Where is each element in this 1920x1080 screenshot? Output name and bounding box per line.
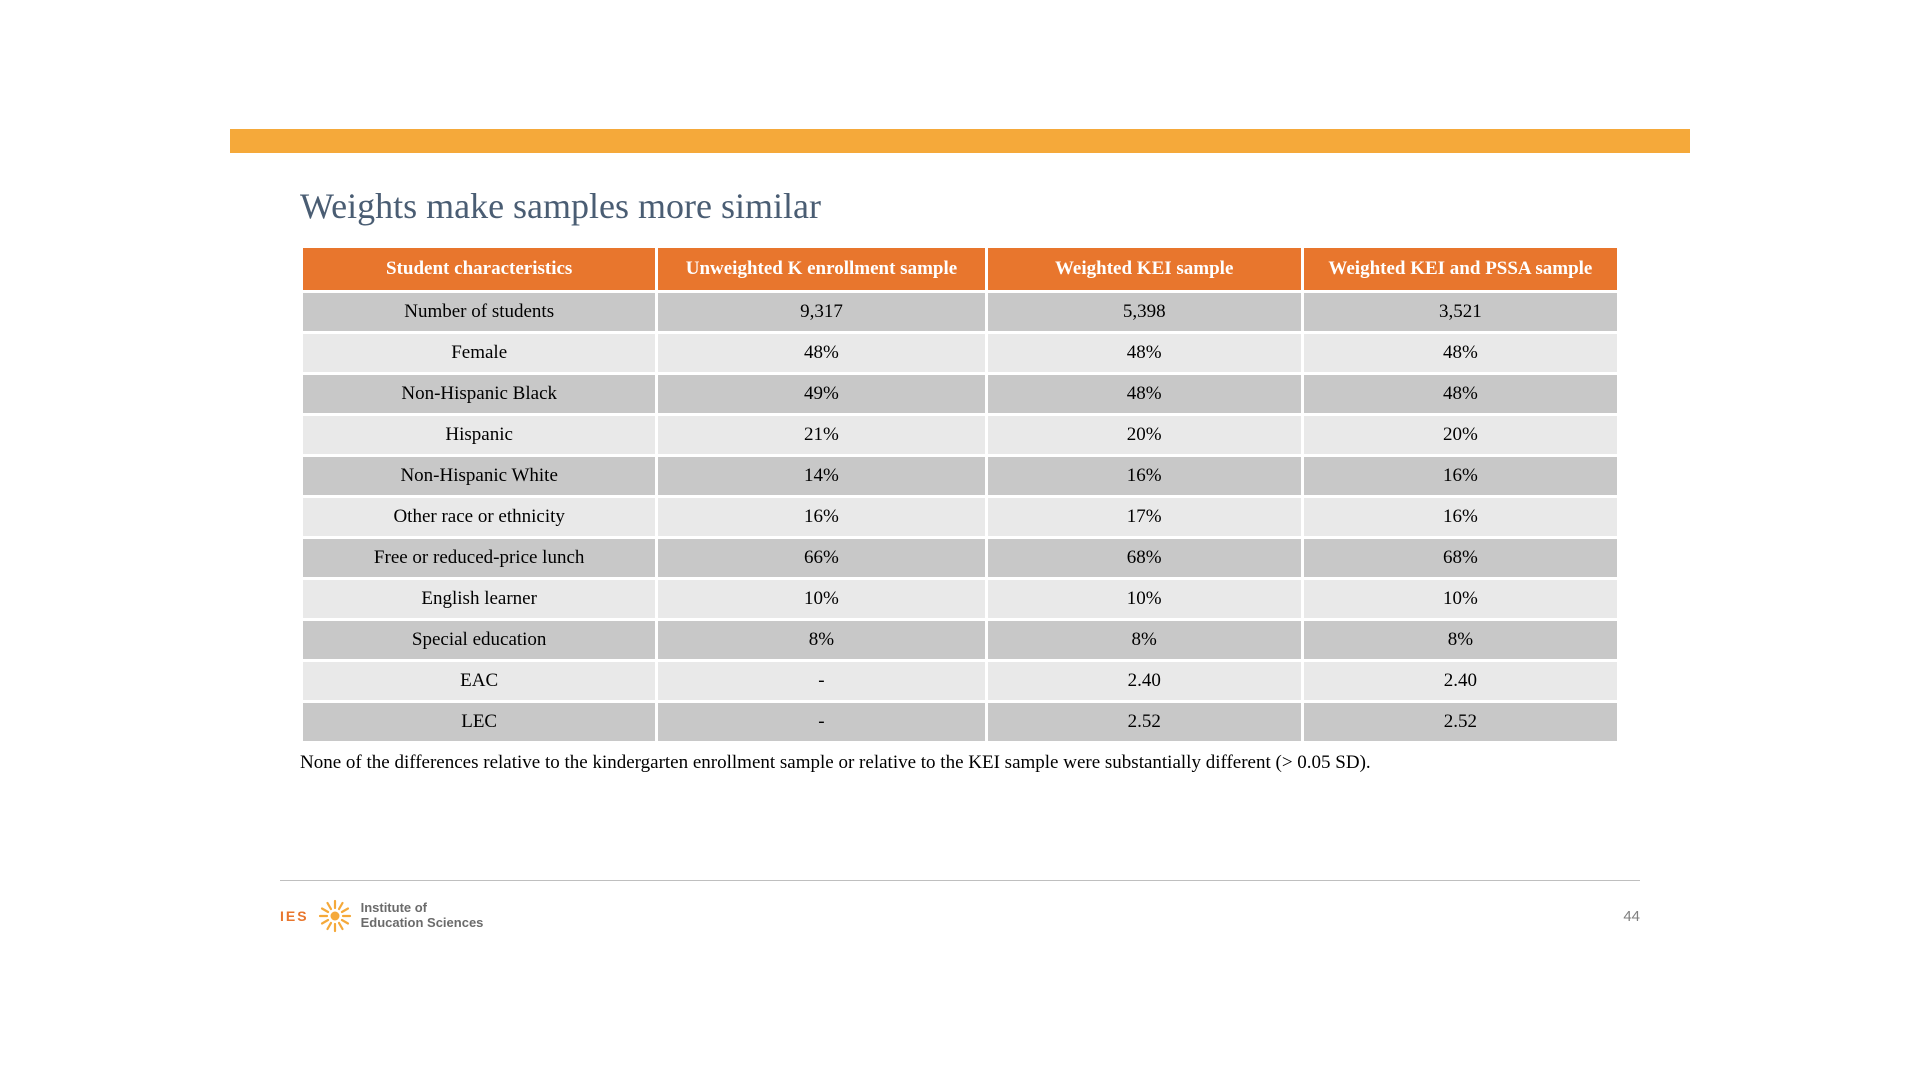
ies-acronym: IES <box>280 908 309 924</box>
table-cell: 66% <box>658 539 984 577</box>
table-cell: English learner <box>303 580 655 618</box>
table-cell: 16% <box>1304 498 1617 536</box>
table-row: Hispanic21%20%20% <box>303 416 1617 454</box>
table-cell: Female <box>303 334 655 372</box>
table-cell: 68% <box>988 539 1301 577</box>
table-cell: 8% <box>988 621 1301 659</box>
table-cell: 3,521 <box>1304 293 1617 331</box>
table-cell: Special education <box>303 621 655 659</box>
table-header-cell: Student characteristics <box>303 248 655 290</box>
table-cell: 5,398 <box>988 293 1301 331</box>
institute-label: Institute of Education Sciences <box>361 901 484 931</box>
top-accent-bar <box>230 129 1690 153</box>
table-cell: 8% <box>1304 621 1617 659</box>
table-row: Number of students9,3175,3983,521 <box>303 293 1617 331</box>
slide-title: Weights make samples more similar <box>230 153 1690 245</box>
footer-rule <box>280 880 1640 881</box>
ies-logo: IES Institute of Education Sciences <box>280 898 483 934</box>
table-cell: 9,317 <box>658 293 984 331</box>
table-cell: 48% <box>1304 375 1617 413</box>
table-cell: Free or reduced-price lunch <box>303 539 655 577</box>
table-cell: 8% <box>658 621 984 659</box>
table-cell: 48% <box>658 334 984 372</box>
page-number: 44 <box>1623 908 1640 925</box>
table-cell: 21% <box>658 416 984 454</box>
table-cell: Non-Hispanic White <box>303 457 655 495</box>
table-cell: 48% <box>1304 334 1617 372</box>
table-cell: 48% <box>988 334 1301 372</box>
table-row: Non-Hispanic White14%16%16% <box>303 457 1617 495</box>
table-cell: 49% <box>658 375 984 413</box>
sun-icon <box>317 898 353 934</box>
table-cell: - <box>658 662 984 700</box>
table-cell: Non-Hispanic Black <box>303 375 655 413</box>
table-cell: Other race or ethnicity <box>303 498 655 536</box>
table-cell: 10% <box>988 580 1301 618</box>
footnote-text: None of the differences relative to the … <box>230 744 1690 774</box>
table-cell: 2.40 <box>988 662 1301 700</box>
table-cell: 20% <box>988 416 1301 454</box>
table-row: Special education8%8%8% <box>303 621 1617 659</box>
table-cell: Hispanic <box>303 416 655 454</box>
table-cell: 16% <box>988 457 1301 495</box>
table-cell: EAC <box>303 662 655 700</box>
table-header-row: Student characteristicsUnweighted K enro… <box>303 248 1617 290</box>
table-cell: 14% <box>658 457 984 495</box>
table-row: Non-Hispanic Black49%48%48% <box>303 375 1617 413</box>
table-cell: Number of students <box>303 293 655 331</box>
table-header-cell: Weighted KEI sample <box>988 248 1301 290</box>
table-row: Female48%48%48% <box>303 334 1617 372</box>
characteristics-table: Student characteristicsUnweighted K enro… <box>300 245 1620 744</box>
table-cell: - <box>658 703 984 741</box>
institute-line2: Education Sciences <box>361 916 484 931</box>
table-row: LEC-2.522.52 <box>303 703 1617 741</box>
table-cell: 10% <box>658 580 984 618</box>
table-row: English learner10%10%10% <box>303 580 1617 618</box>
table-container: Student characteristicsUnweighted K enro… <box>230 245 1690 744</box>
table-cell: 10% <box>1304 580 1617 618</box>
table-cell: 68% <box>1304 539 1617 577</box>
table-cell: 48% <box>988 375 1301 413</box>
table-cell: 20% <box>1304 416 1617 454</box>
table-header-cell: Weighted KEI and PSSA sample <box>1304 248 1617 290</box>
table-cell: 2.40 <box>1304 662 1617 700</box>
table-header-cell: Unweighted K enrollment sample <box>658 248 984 290</box>
slide: Weights make samples more similar Studen… <box>230 129 1690 951</box>
table-cell: 17% <box>988 498 1301 536</box>
institute-line1: Institute of <box>361 901 484 916</box>
table-row: Free or reduced-price lunch66%68%68% <box>303 539 1617 577</box>
table-row: Other race or ethnicity16%17%16% <box>303 498 1617 536</box>
table-cell: 2.52 <box>1304 703 1617 741</box>
table-cell: 16% <box>1304 457 1617 495</box>
table-row: EAC-2.402.40 <box>303 662 1617 700</box>
footer: IES Institute of Education Sciences 44 <box>280 891 1640 941</box>
table-cell: LEC <box>303 703 655 741</box>
table-cell: 16% <box>658 498 984 536</box>
table-cell: 2.52 <box>988 703 1301 741</box>
table-body: Number of students9,3175,3983,521Female4… <box>303 293 1617 741</box>
